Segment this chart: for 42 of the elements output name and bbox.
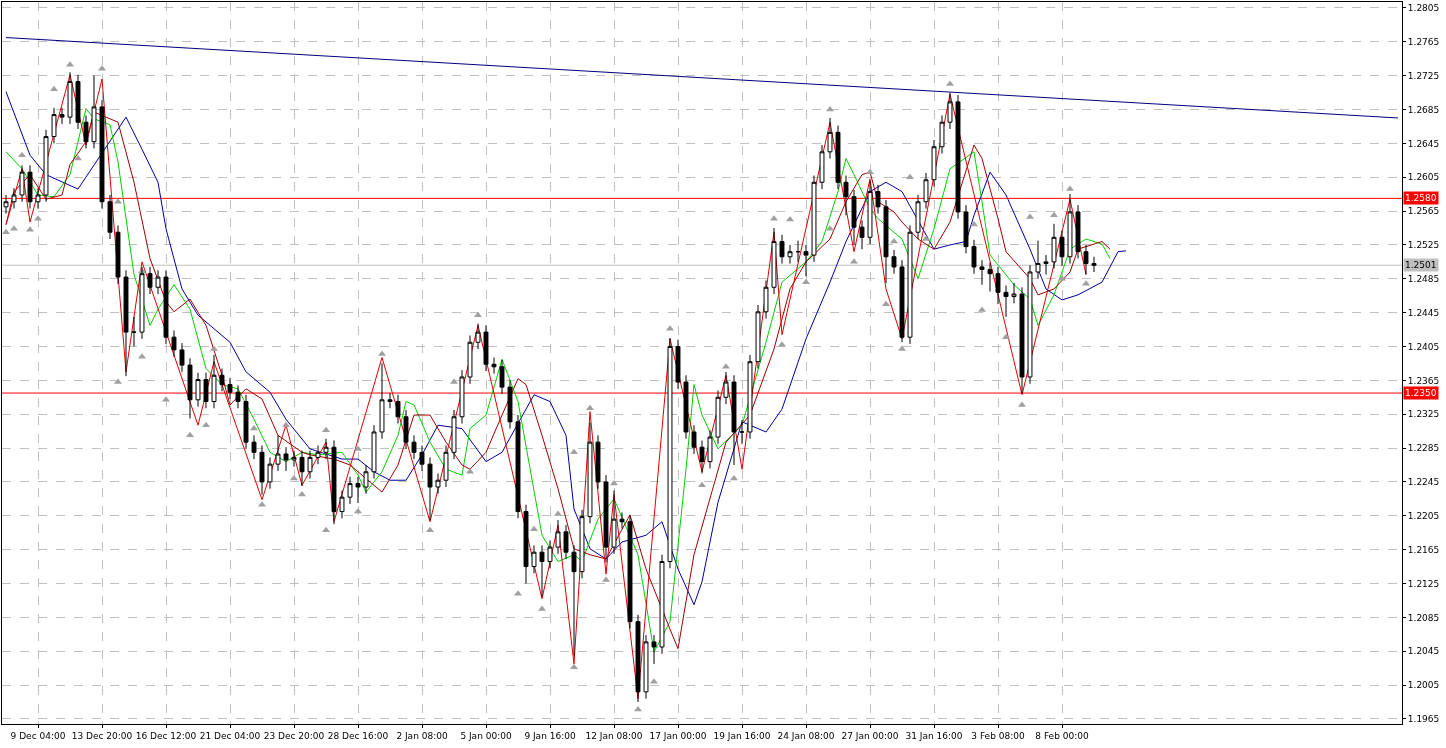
x-tick-label: 16 Dec 12:00 [135,730,197,741]
x-tick-label: 9 Dec 04:00 [10,730,66,741]
x-tick-label: 17 Jan 00:00 [649,730,707,741]
y-tick-label: 1.2645 [1407,138,1440,149]
y-tick-label: 1.2085 [1407,612,1440,623]
x-tick-label: 21 Dec 04:00 [199,730,261,741]
x-tick-label: 12 Jan 08:00 [585,730,643,741]
y-tick-label: 1.2365 [1407,375,1440,386]
y-tick-label: 1.2445 [1407,307,1440,318]
y-tick-label: 1.2285 [1407,443,1440,454]
ref-line-label: 1.2501 [1405,260,1437,270]
ref-line-label: 1.2580 [1405,193,1437,203]
x-tick-label: 27 Jan 00:00 [841,730,899,741]
x-tick-label: 13 Dec 20:00 [71,730,133,741]
y-tick-label: 1.1965 [1407,714,1440,725]
x-tick-label: 23 Dec 20:00 [263,730,325,741]
x-tick-label: 24 Jan 08:00 [777,730,835,741]
ref-line-label: 1.2350 [1405,388,1437,398]
y-tick-label: 1.2405 [1407,341,1440,352]
y-tick-label: 1.2325 [1407,409,1440,420]
y-tick-label: 1.2045 [1407,646,1440,657]
x-tick-label: 31 Jan 16:00 [905,730,963,741]
y-tick-label: 1.2485 [1407,273,1440,284]
y-tick-label: 1.2805 [1407,3,1440,14]
x-tick-label: 8 Feb 00:00 [1035,730,1089,741]
y-tick-label: 1.2245 [1407,477,1440,488]
y-tick-label: 1.2605 [1407,172,1440,183]
y-tick-label: 1.2005 [1407,680,1440,691]
x-tick-label: 28 Dec 16:00 [327,730,389,741]
y-tick-label: 1.2165 [1407,544,1440,555]
x-tick-label: 3 Feb 08:00 [971,730,1025,741]
y-tick-label: 1.2725 [1407,70,1440,81]
y-tick-label: 1.2205 [1407,510,1440,521]
y-tick-label: 1.2565 [1407,206,1440,217]
y-tick-label: 1.2125 [1407,578,1440,589]
y-tick-label: 1.2685 [1407,104,1440,115]
x-tick-label: 2 Jan 08:00 [396,730,448,741]
x-tick-label: 9 Jan 16:00 [524,730,576,741]
y-tick-label: 1.2525 [1407,240,1440,251]
x-tick-label: 5 Jan 00:00 [460,730,512,741]
y-tick-label: 1.2765 [1407,36,1440,47]
x-tick-label: 19 Jan 16:00 [713,730,771,741]
